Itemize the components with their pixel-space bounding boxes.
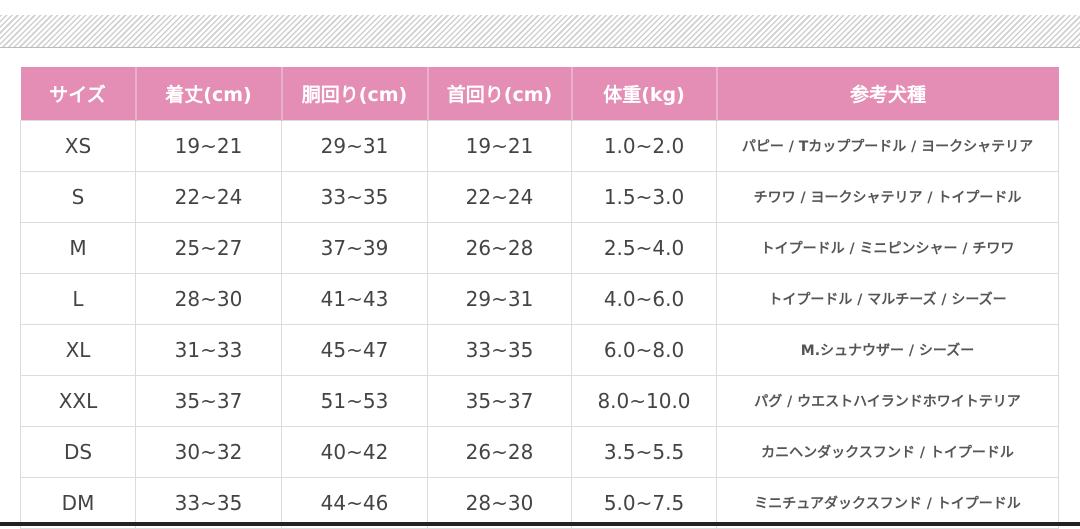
table-cell: 31~33: [135, 324, 282, 376]
bottom-edge: [0, 522, 1080, 526]
table-cell: 44~46: [281, 477, 428, 529]
column-header: 着丈(cm): [135, 67, 283, 121]
table-cell: 4.0~6.0: [571, 273, 717, 325]
breed-cell: トイプードル / ミニピンシャー / チワワ: [716, 222, 1059, 274]
table-cell: 5.0~7.5: [571, 477, 717, 529]
breed-cell: パピー / Tカッププードル / ヨークシャテリア: [716, 120, 1059, 172]
breed-cell: パグ / ウエストハイランドホワイトテリア: [716, 375, 1059, 427]
table-row: XL 31~33 45~47 33~35 6.0~8.0 M.シュナウザー / シーズー: [20, 324, 1059, 376]
table-cell: 33~35: [135, 477, 282, 529]
breed-cell: M.シュナウザー / シーズー: [716, 324, 1059, 376]
table-row: XXL 35~37 51~53 35~37 8.0~10.0 パグ / ウエストハイランド…: [20, 375, 1059, 427]
table-cell: 45~47: [281, 324, 428, 376]
column-header: 体重(kg): [571, 67, 718, 121]
table-row: XS 19~21 29~31 19~21 1.0~2.0 パピー / Tカッププードル /…: [20, 120, 1059, 172]
column-header: 首回り(cm): [427, 67, 573, 121]
table-cell: 37~39: [281, 222, 428, 274]
table-row: DM 33~35 44~46 28~30 5.0~7.5 ミニチュアダックスフンド / ト…: [20, 477, 1059, 529]
table-cell: 35~37: [135, 375, 282, 427]
table-cell: 40~42: [281, 426, 428, 478]
table-cell: 22~24: [135, 171, 282, 223]
table-cell: 41~43: [281, 273, 428, 325]
table-cell: DS: [20, 426, 136, 478]
size-chart-table: サイズ 着丈(cm) 胴回り(cm) 首回り(cm) 体重(kg) 参考犬種 XS 19~2…: [20, 67, 1059, 529]
table-cell: 28~30: [427, 477, 572, 529]
breed-cell: チワワ / ヨークシャテリア / トイプードル: [716, 171, 1059, 223]
table-cell: 19~21: [135, 120, 282, 172]
table-cell: 1.0~2.0: [571, 120, 717, 172]
column-header: 胴回り(cm): [281, 67, 429, 121]
table-cell: 3.5~5.5: [571, 426, 717, 478]
table-cell: S: [20, 171, 136, 223]
decorative-hatch-band: [0, 15, 1080, 48]
table-cell: 2.5~4.0: [571, 222, 717, 274]
table-row: L 28~30 41~43 29~31 4.0~6.0 トイプードル / マルチーズ / …: [20, 273, 1059, 325]
breed-cell: カニヘンダックスフンド / トイプードル: [716, 426, 1059, 478]
table-cell: 26~28: [427, 222, 572, 274]
breed-cell: ミニチュアダックスフンド / トイプードル: [716, 477, 1059, 529]
table-row: DS 30~32 40~42 26~28 3.5~5.5 カニヘンダックスフンド / トイ…: [20, 426, 1059, 478]
column-header: サイズ: [20, 67, 137, 121]
table-cell: DM: [20, 477, 136, 529]
table-cell: 19~21: [427, 120, 572, 172]
table-cell: 8.0~10.0: [571, 375, 717, 427]
table-cell: XL: [20, 324, 136, 376]
table-cell: 51~53: [281, 375, 428, 427]
table-cell: 22~24: [427, 171, 572, 223]
table-cell: 1.5~3.0: [571, 171, 717, 223]
table-cell: 35~37: [427, 375, 572, 427]
table-cell: 29~31: [427, 273, 572, 325]
table-row: S 22~24 33~35 22~24 1.5~3.0 チワワ / ヨークシャテリア / …: [20, 171, 1059, 223]
table-cell: 30~32: [135, 426, 282, 478]
column-header: 参考犬種: [716, 67, 1059, 121]
breed-cell: トイプードル / マルチーズ / シーズー: [716, 273, 1059, 325]
table-cell: XXL: [20, 375, 136, 427]
table-cell: 29~31: [281, 120, 428, 172]
header-row: サイズ 着丈(cm) 胴回り(cm) 首回り(cm) 体重(kg) 参考犬種: [20, 67, 1059, 121]
table-cell: 25~27: [135, 222, 282, 274]
table-cell: 33~35: [427, 324, 572, 376]
table-cell: 26~28: [427, 426, 572, 478]
table-cell: XS: [20, 120, 136, 172]
table-cell: 33~35: [281, 171, 428, 223]
table-cell: 6.0~8.0: [571, 324, 717, 376]
table-cell: 28~30: [135, 273, 282, 325]
table-row: M 25~27 37~39 26~28 2.5~4.0 トイプードル / ミニピンシャー …: [20, 222, 1059, 274]
table-cell: L: [20, 273, 136, 325]
table-cell: M: [20, 222, 136, 274]
